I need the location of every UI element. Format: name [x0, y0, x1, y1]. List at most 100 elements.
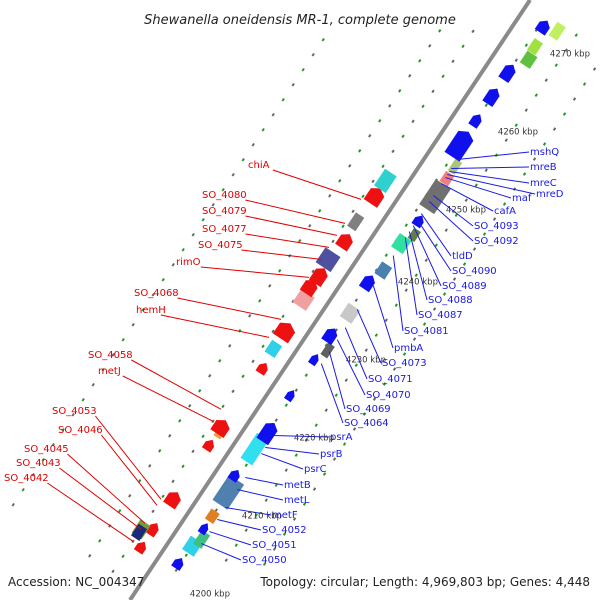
gene-block-shape	[339, 302, 361, 324]
gene-label: metJ	[98, 366, 121, 377]
label-leader	[416, 219, 452, 272]
gene-arrow-shape	[321, 328, 338, 346]
guide-dot	[344, 378, 348, 382]
gene-label: rimO	[176, 257, 201, 268]
guide-dot	[171, 262, 175, 267]
gene-label: psrA	[330, 432, 353, 443]
guide-dot	[101, 367, 105, 372]
gene-block	[130, 523, 148, 541]
guide-dot	[514, 58, 518, 63]
guide-dot	[284, 468, 288, 472]
guide-dot	[362, 412, 367, 416]
gene-label: hemH	[136, 305, 166, 316]
guide-dot	[324, 408, 328, 412]
guide-dot	[328, 194, 332, 198]
guide-dot	[544, 78, 548, 82]
guide-dot	[408, 74, 412, 78]
gene-block-shape	[447, 158, 463, 175]
gene-label: mshQ	[530, 147, 559, 158]
guide-dot	[484, 103, 488, 108]
gene-label: SO_4058	[88, 350, 133, 361]
guide-dot	[398, 89, 402, 93]
guide-dot	[414, 273, 418, 277]
guide-dot	[472, 247, 477, 251]
guide-dot	[384, 253, 388, 258]
guide-dot	[71, 412, 75, 417]
gene-arrow-shape	[358, 275, 375, 293]
kbp-label: 4270 kbp	[550, 50, 590, 60]
genome-summary: Topology: circular; Length: 4,969,803 bp…	[259, 575, 590, 589]
gene-block	[347, 212, 365, 232]
label-leader	[225, 507, 272, 516]
label-leader	[356, 309, 382, 364]
guide-dot	[482, 232, 487, 236]
gene-arrow-shape	[256, 423, 278, 446]
label-leader	[177, 297, 282, 320]
guide-dot	[364, 348, 368, 352]
gene-label: SO_4088	[428, 295, 473, 306]
gene-label: SO_4092	[474, 236, 519, 247]
gene-arrow	[256, 423, 278, 446]
gene-label: maf	[512, 193, 532, 204]
label-leader	[245, 215, 338, 236]
gene-label: metL	[284, 495, 310, 506]
guide-dot	[402, 352, 407, 356]
label-leader	[265, 447, 320, 455]
label-leader	[449, 171, 530, 184]
guide-dot	[582, 82, 587, 86]
gene-labels: chiA SO_4080 SO_4079 SO_4077 SO_4075 rimO SO_4…	[4, 147, 564, 566]
gene-arrow	[363, 188, 385, 208]
label-leader	[441, 183, 494, 212]
guide-dot	[464, 198, 468, 202]
label-leader	[447, 174, 536, 195]
gene-block-shape	[526, 38, 544, 56]
guide-dot	[181, 247, 185, 252]
guide-dot	[351, 209, 355, 214]
guide-dot	[262, 562, 267, 566]
guide-dot	[388, 104, 392, 108]
guide-dot	[118, 509, 122, 513]
label-leader	[344, 327, 368, 380]
gene-arrow	[171, 558, 184, 571]
guide-dot	[88, 554, 92, 558]
guide-dot	[302, 502, 307, 506]
gene-label: SO_4051	[252, 540, 297, 551]
gene-label: chiA	[248, 160, 270, 171]
gene-label: mreC	[530, 178, 557, 189]
gene-block	[526, 38, 544, 56]
label-leaders	[47, 151, 536, 561]
guide-dot	[264, 498, 268, 502]
guide-dot	[592, 67, 597, 71]
guide-dot	[261, 344, 265, 349]
label-leader	[131, 359, 222, 410]
gene-arrow-shape	[283, 390, 295, 403]
guide-dot	[191, 232, 195, 237]
guide-dot	[191, 449, 195, 454]
guide-dot	[148, 464, 152, 468]
kbp-label: 4200 kbp	[190, 590, 230, 600]
guide-dot	[231, 172, 235, 177]
gene-block	[391, 233, 412, 255]
guide-dot	[51, 442, 55, 447]
gene-arrow-shape	[171, 558, 184, 571]
guide-dot	[61, 427, 65, 432]
gene-label: SO_4052	[262, 525, 307, 536]
gene-block-shape	[548, 21, 566, 41]
label-leader	[457, 151, 530, 161]
gene-block	[519, 50, 538, 69]
gene-arrow-shape	[363, 188, 385, 208]
guide-dot	[341, 224, 345, 229]
guide-dot	[432, 307, 437, 311]
guide-dot	[514, 123, 518, 127]
guide-dot	[218, 359, 222, 363]
guide-dot	[254, 513, 258, 517]
gene-arrow	[335, 234, 353, 252]
guide-dot	[572, 97, 577, 101]
gene-arrow-shape	[468, 114, 482, 129]
gene-arrow	[468, 114, 482, 129]
gene-arrow	[321, 328, 338, 346]
guide-dot	[391, 149, 395, 154]
guide-dot	[504, 138, 508, 142]
